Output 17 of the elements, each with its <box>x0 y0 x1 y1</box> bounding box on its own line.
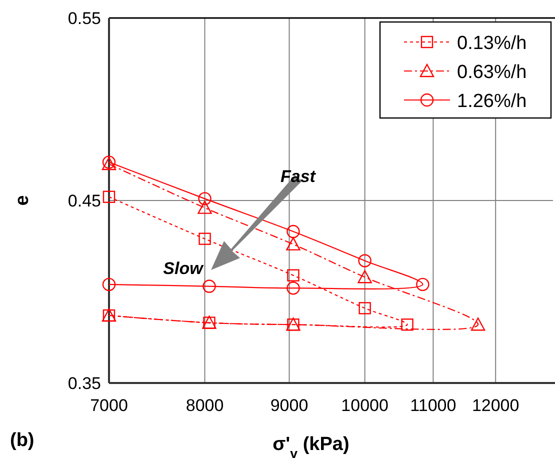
x-tick-label: 12000 <box>472 396 520 415</box>
legend-label: 1.26%/h <box>457 91 527 112</box>
text: (b) <box>10 430 34 451</box>
y-tick-label: 0.55 <box>68 9 101 28</box>
y-tick-label: 0.45 <box>68 192 101 210</box>
legend-label: 0.13%/h <box>457 33 527 54</box>
x-tick-label: 7000 <box>90 396 128 415</box>
x-axis-title: σ'$_{v}$ (kPa) <box>272 434 350 460</box>
annotation: Slow <box>163 259 205 278</box>
annotation: Fast <box>280 167 317 186</box>
x-tick-label: 8000 <box>186 396 224 415</box>
x-tick-label: 11000 <box>410 396 456 415</box>
x-tick-label: 9000 <box>270 396 308 415</box>
y-axis-title: e <box>12 195 33 206</box>
x-tick-label: 10000 <box>341 396 388 415</box>
legend-label: 0.63%/h <box>457 62 527 83</box>
y-tick-label: 0.35 <box>68 374 101 393</box>
